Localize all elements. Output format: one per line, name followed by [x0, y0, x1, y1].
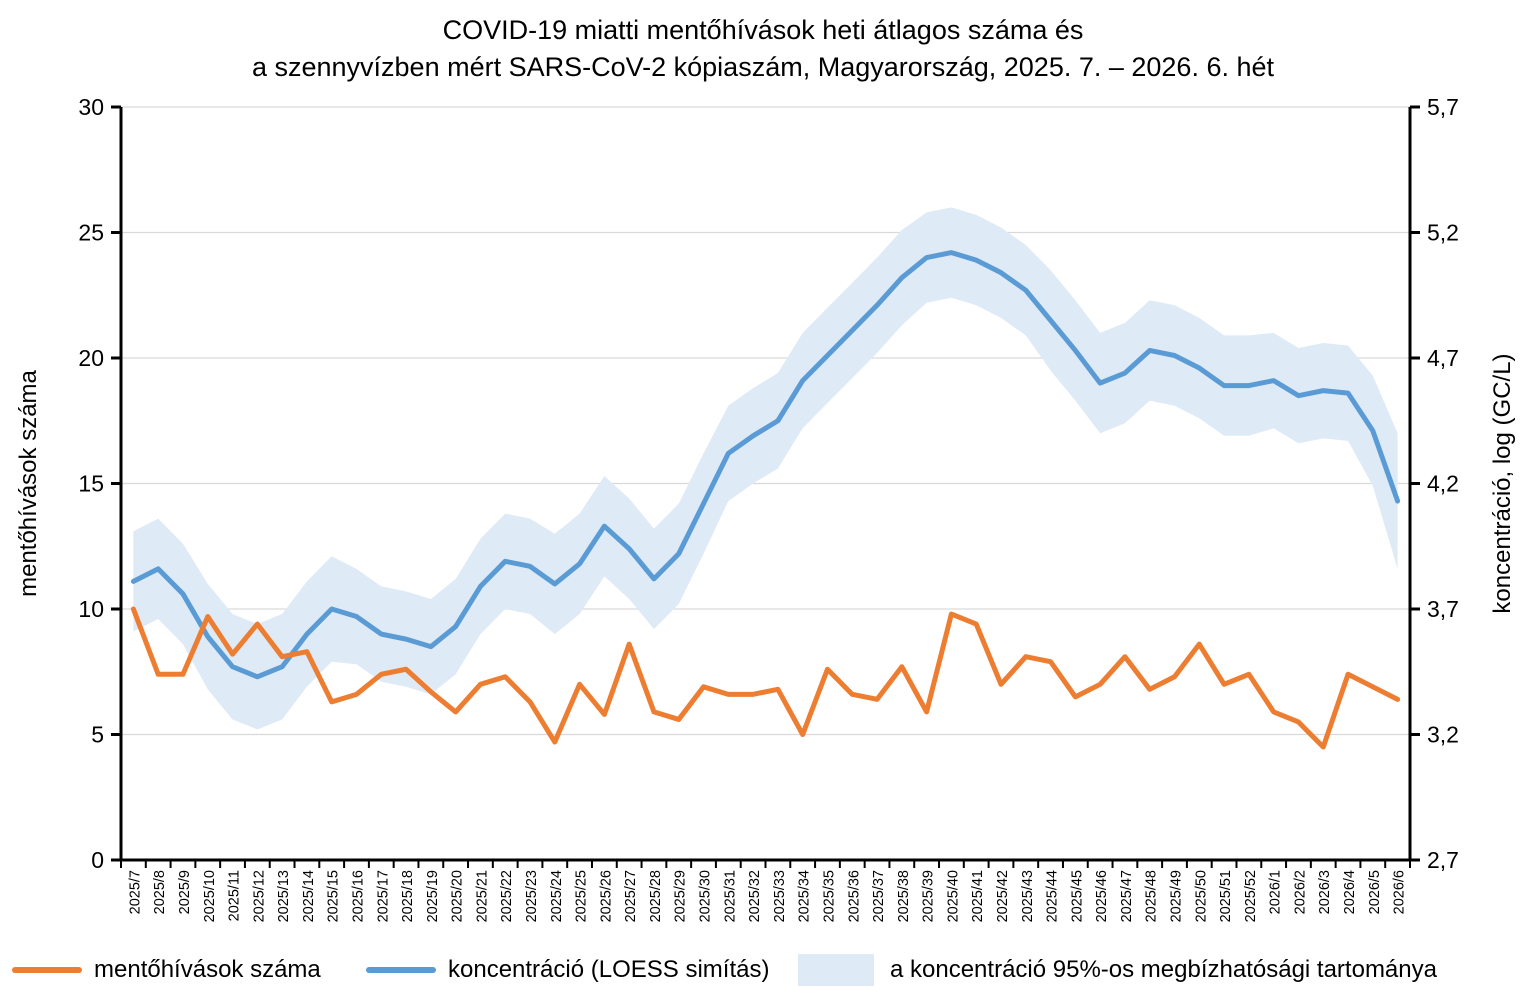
x-tick-label: 2025/27	[623, 870, 639, 922]
x-tick-label: 2025/24	[549, 870, 565, 922]
left-axis-title: mentőhívások száma	[15, 369, 42, 596]
band-legend-label: a koncentráció 95%-os megbízhatósági tar…	[890, 956, 1437, 983]
x-tick-label: 2025/32	[747, 870, 763, 922]
x-tick-label: 2025/51	[1218, 870, 1234, 922]
right-tick-label: 3,2	[1427, 722, 1459, 748]
right-tick-label: 3,7	[1427, 596, 1459, 622]
calls-legend-label: mentőhívások száma	[94, 956, 321, 983]
x-tick-label: 2025/52	[1243, 870, 1259, 922]
x-tick-label: 2025/49	[1169, 870, 1185, 922]
calls-line	[130, 606, 1401, 750]
x-tick-label: 2026/1	[1268, 870, 1284, 914]
x-tick-label: 2026/6	[1392, 870, 1408, 914]
left-tick-label: 15	[78, 471, 104, 497]
x-tick-label: 2025/18	[400, 870, 416, 922]
left-tick-label: 25	[78, 220, 104, 246]
x-tick-label: 2025/37	[871, 870, 887, 922]
x-tick-label: 2025/26	[598, 870, 614, 922]
x-tick-label: 2025/39	[921, 870, 937, 922]
x-tick-label: 2025/44	[1045, 870, 1061, 922]
x-tick-label: 2025/33	[772, 870, 788, 922]
x-tick-label: 2025/34	[797, 870, 813, 922]
confidence-band-swatch	[798, 954, 874, 986]
x-tick-label: 2025/7	[127, 870, 143, 914]
x-tick-label: 2025/10	[202, 870, 218, 922]
left-tick-label: 20	[78, 345, 104, 371]
x-tick-label: 2025/38	[896, 870, 912, 922]
x-tick-label: 2025/14	[301, 870, 317, 922]
x-tick-label: 2025/31	[722, 870, 738, 922]
x-tick-label: 2025/47	[1119, 870, 1135, 922]
x-tick-label: 2025/43	[1020, 870, 1036, 922]
loess-legend-label: koncentráció (LOESS simítás)	[448, 956, 770, 983]
x-tick-label: 2025/25	[574, 870, 590, 922]
left-tick-label: 10	[78, 596, 104, 622]
right-tick-label: 5,2	[1427, 220, 1459, 246]
x-tick-label: 2025/40	[945, 870, 961, 922]
x-tick-label: 2026/5	[1367, 870, 1383, 914]
x-tick-label: 2025/12	[251, 870, 267, 922]
right-tick-label: 5,7	[1427, 94, 1459, 120]
chart-title: COVID-19 miatti mentőhívások heti átlago…	[0, 12, 1526, 86]
x-tick-label: 2025/50	[1193, 870, 1209, 922]
x-tick-label: 2025/42	[995, 870, 1011, 922]
x-tick-label: 2025/11	[227, 870, 243, 921]
confidence-band	[133, 207, 1398, 730]
right-tick-label: 4,2	[1427, 471, 1459, 497]
x-tick-label: 2026/3	[1317, 870, 1333, 914]
x-tick-label: 2025/30	[698, 870, 714, 922]
x-tick-label: 2025/29	[673, 870, 689, 922]
x-tick-label: 2025/46	[1094, 870, 1110, 922]
x-tick-label: 2025/19	[425, 870, 441, 922]
x-tick-label: 2026/2	[1292, 870, 1308, 914]
chart-title-line1: COVID-19 miatti mentőhívások heti átlago…	[442, 15, 1084, 45]
x-tick-label: 2025/21	[474, 870, 490, 922]
legend-item-band: a koncentráció 95%-os megbízhatósági tar…	[798, 948, 1437, 992]
x-tick-label: 2026/4	[1342, 870, 1358, 914]
x-tick-label: 2025/9	[177, 870, 193, 914]
chart-title-line2: a szennyvízben mért SARS-CoV-2 kópiaszám…	[251, 52, 1275, 82]
x-tick-label: 2025/23	[524, 870, 540, 922]
x-tick-label: 2025/16	[350, 870, 366, 922]
left-tick-label: 30	[78, 94, 104, 120]
loess-line-swatch	[366, 967, 436, 973]
right-tick-label: 4,7	[1427, 345, 1459, 371]
calls-line-swatch	[12, 967, 82, 973]
x-tick-label: 2025/22	[499, 870, 515, 922]
x-tick-label: 2025/36	[846, 870, 862, 922]
left-tick-label: 0	[91, 847, 104, 873]
x-tick-label: 2025/15	[326, 870, 342, 922]
x-tick-label: 2025/45	[1069, 870, 1085, 922]
right-tick-label: 2,7	[1427, 847, 1459, 873]
loess-line	[130, 250, 1401, 680]
legend: mentőhívások száma koncentráció (LOESS s…	[0, 948, 1526, 992]
legend-item-calls: mentőhívások száma	[12, 948, 321, 992]
x-tick-label: 2025/28	[648, 870, 664, 922]
x-tick-label: 2025/20	[450, 870, 466, 922]
x-tick-label: 2025/41	[970, 870, 986, 922]
x-tick-label: 2025/13	[276, 870, 292, 922]
right-axis-title: koncentráció, log (GC/L)	[1489, 353, 1516, 613]
legend-item-loess: koncentráció (LOESS simítás)	[366, 948, 769, 992]
x-tick-label: 2025/8	[152, 870, 168, 914]
left-tick-label: 5	[91, 722, 104, 748]
x-tick-label: 2025/17	[375, 870, 391, 922]
x-tick-label: 2025/35	[821, 870, 837, 922]
x-tick-label: 2025/48	[1144, 870, 1160, 922]
